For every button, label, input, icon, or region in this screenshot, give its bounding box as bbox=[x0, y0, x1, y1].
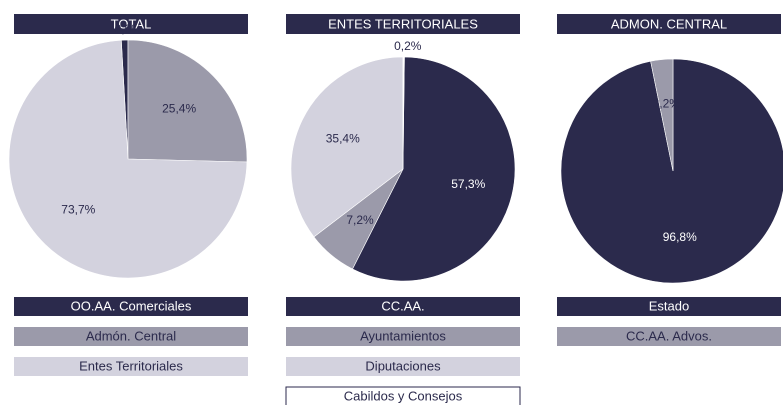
value-label: 73,7% bbox=[61, 202, 95, 216]
value-label: 0,9% bbox=[115, 22, 143, 36]
legend-swatch bbox=[14, 297, 248, 316]
pie-slice bbox=[560, 58, 783, 284]
value-label: 96,8% bbox=[663, 230, 697, 244]
pie-slice bbox=[127, 39, 248, 163]
legend-label: Ayuntamientos bbox=[360, 328, 446, 343]
pie-slice bbox=[650, 58, 674, 172]
chart-title: ENTES TERRITORIALES bbox=[328, 16, 478, 31]
legend-swatch bbox=[285, 386, 521, 405]
legend-swatch bbox=[557, 297, 781, 316]
legend-label: CC.AA. bbox=[381, 298, 424, 313]
pie-slice bbox=[402, 56, 405, 170]
legend-swatch bbox=[14, 357, 248, 376]
title-box bbox=[557, 14, 781, 34]
pie-slice bbox=[8, 39, 248, 279]
legend-swatch bbox=[557, 327, 781, 346]
title-box bbox=[286, 14, 520, 34]
legend-label: CC.AA. Advos. bbox=[626, 328, 712, 343]
pie-slice bbox=[290, 56, 404, 238]
value-label: 3,2% bbox=[653, 96, 681, 110]
legend-label: Diputaciones bbox=[365, 358, 441, 373]
legend-swatch bbox=[286, 327, 520, 346]
chart-title: ADMON. CENTRAL bbox=[611, 16, 727, 31]
chart-title: TOTAL bbox=[111, 16, 152, 31]
legend-swatch bbox=[14, 327, 248, 346]
value-label: 35,4% bbox=[326, 131, 360, 145]
value-label: 7,2% bbox=[346, 213, 374, 227]
legend-swatch bbox=[286, 357, 520, 376]
value-label: 0,2% bbox=[394, 39, 422, 53]
legend-label: Estado bbox=[649, 298, 689, 313]
pie-slice bbox=[352, 56, 516, 282]
legend-swatch bbox=[286, 297, 520, 316]
legend-label: OO.AA. Comerciales bbox=[71, 298, 192, 313]
legend-label: Admón. Central bbox=[86, 328, 176, 343]
value-label: 57,3% bbox=[451, 177, 485, 191]
legend-label: Entes Territoriales bbox=[79, 358, 183, 373]
value-label: 25,4% bbox=[162, 101, 196, 115]
legend-label: Cabildos y Consejos bbox=[344, 388, 463, 403]
title-box bbox=[14, 14, 248, 34]
